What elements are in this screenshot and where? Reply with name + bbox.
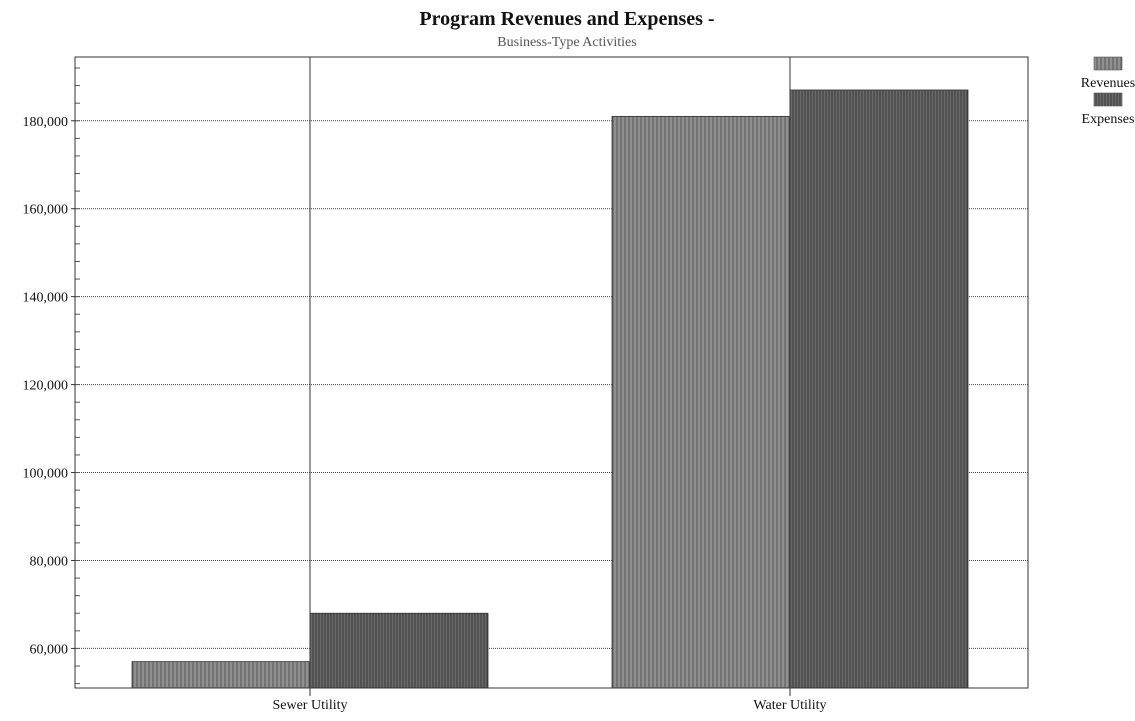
legend-label-expenses: Expenses bbox=[1082, 112, 1135, 127]
bar-revenues-sewer bbox=[131, 661, 311, 689]
bars bbox=[131, 89, 969, 689]
y-tick-label: 180,000 bbox=[23, 115, 69, 130]
y-tick-label: 60,000 bbox=[30, 642, 69, 657]
bar-expenses-sewer bbox=[309, 612, 489, 689]
chart-title: Program Revenues and Expenses - bbox=[419, 8, 714, 30]
bar-expenses-water bbox=[789, 89, 969, 689]
legend: Revenues Expenses bbox=[1081, 56, 1135, 127]
y-tick-label: 100,000 bbox=[23, 467, 69, 482]
y-tick-label: 160,000 bbox=[23, 203, 69, 218]
x-tick-labels: Sewer Utility Water Utility bbox=[272, 698, 826, 713]
y-tick-label: 140,000 bbox=[23, 291, 69, 306]
plot-frame bbox=[74, 56, 1029, 689]
gridlines bbox=[75, 120, 1028, 649]
bar-revenues-water bbox=[611, 115, 791, 689]
x-tick-label: Water Utility bbox=[753, 698, 826, 713]
legend-swatch-expenses bbox=[1093, 92, 1123, 107]
y-tick-labels: 60,000 80,000 100,000 120,000 140,000 160,000… bbox=[23, 115, 69, 658]
legend-swatch-revenues bbox=[1093, 56, 1123, 71]
legend-label-revenues: Revenues bbox=[1081, 76, 1135, 91]
axes bbox=[71, 56, 1029, 696]
y-tick-label: 120,000 bbox=[23, 379, 69, 394]
y-tick-label: 80,000 bbox=[30, 554, 69, 569]
chart-subtitle: Business-Type Activities bbox=[497, 35, 636, 50]
x-tick-label: Sewer Utility bbox=[272, 698, 347, 713]
